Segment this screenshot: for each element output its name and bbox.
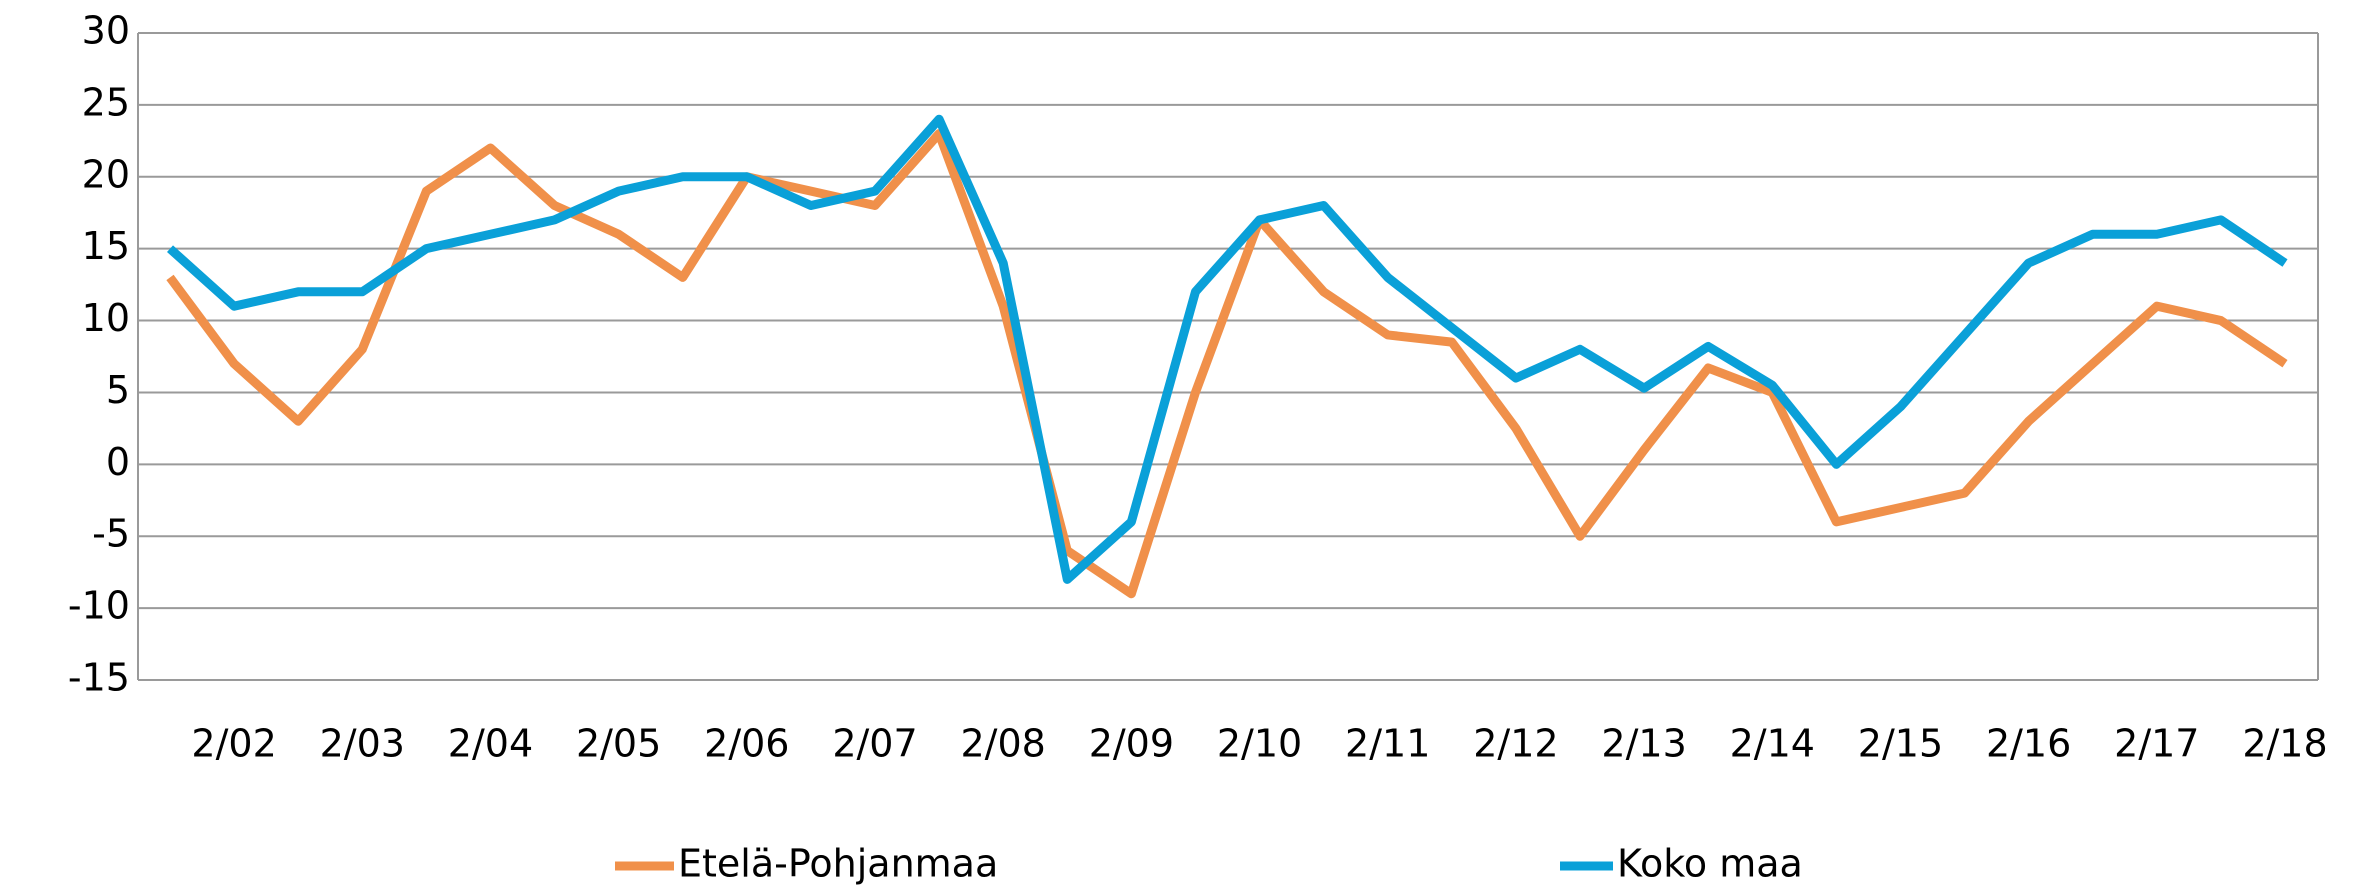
y-tick-label: 30 (82, 9, 130, 53)
series-line (166, 129, 2288, 599)
x-tick-label: 2/08 (961, 722, 1046, 766)
x-tick-label: 2/18 (2242, 722, 2327, 766)
x-tick-label: 2/11 (1345, 722, 1430, 766)
x-tick-label: 2/04 (448, 722, 533, 766)
x-tick-label: 2/13 (1601, 722, 1686, 766)
y-tick-label: 25 (82, 80, 130, 124)
x-tick-label: 2/06 (704, 722, 789, 766)
x-tick-label: 2/10 (1217, 722, 1302, 766)
x-tick-label: 2/15 (1858, 722, 1943, 766)
x-tick-label: 2/17 (2114, 722, 2199, 766)
x-tick-label: 2/12 (1473, 722, 1558, 766)
y-tick-label: 10 (82, 296, 130, 340)
legend-label: Etelä-Pohjanmaa (678, 842, 998, 886)
series-line (166, 114, 2288, 584)
x-tick-label: 2/14 (1730, 722, 1815, 766)
y-tick-label: -15 (68, 656, 130, 700)
x-tick-label: 2/16 (1986, 722, 2071, 766)
x-tick-label: 2/03 (320, 722, 405, 766)
x-tick-label: 2/07 (832, 722, 917, 766)
y-tick-label: 20 (82, 152, 130, 196)
y-tick-label: -5 (92, 512, 130, 556)
y-tick-label: -10 (68, 584, 130, 628)
x-tick-label: 2/05 (576, 722, 661, 766)
y-tick-label: 15 (82, 224, 130, 268)
legend-label: Koko maa (1617, 842, 1803, 886)
y-tick-label: 5 (106, 368, 130, 412)
x-tick-label: 2/09 (1089, 722, 1174, 766)
x-tick-label: 2/02 (191, 722, 276, 766)
y-tick-label: 0 (106, 440, 130, 484)
